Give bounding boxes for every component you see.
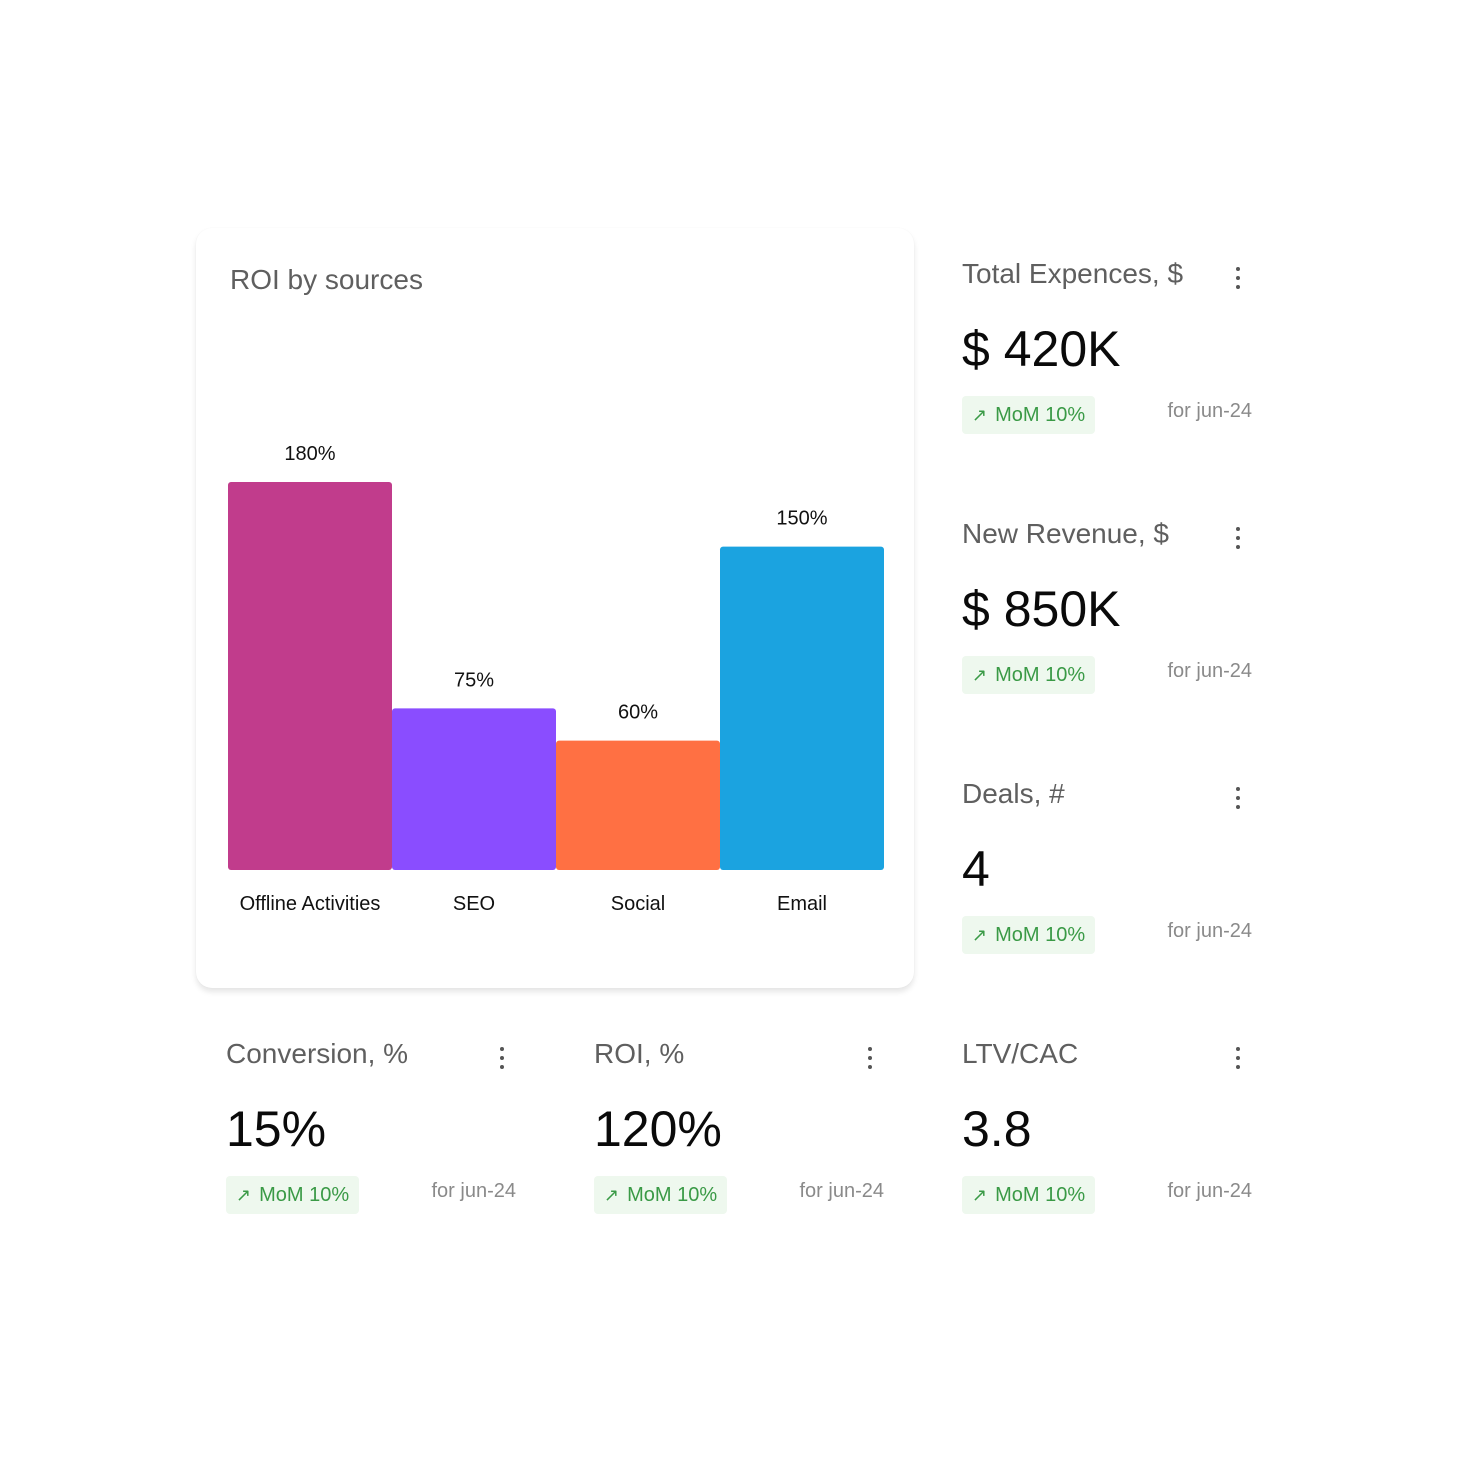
period-label: for jun-24 (1167, 1180, 1253, 1202)
period-label: for jun-24 (1167, 660, 1253, 682)
badge-label: MoM 10% (995, 1183, 1086, 1206)
metric-total-expences: Total Expences, $ $ 420K ↗ MoM 10% for j… (962, 258, 1252, 458)
more-vertical-icon[interactable] (492, 1044, 512, 1072)
mom-badge: ↗ MoM 10% (226, 1176, 360, 1214)
metric-value: $ 420K (962, 321, 1121, 377)
metric-value: 15% (226, 1101, 327, 1157)
metric-value: 120% (594, 1101, 722, 1157)
period-label: for jun-24 (799, 1180, 885, 1202)
roi-bar-chart: 180% Offline Activities 75% SEO 60% Social 150… (228, 443, 884, 915)
arrow-up-right-icon: ↗ (972, 1184, 988, 1205)
more-vertical-icon[interactable] (860, 1044, 880, 1072)
metric-title: New Revenue, $ (962, 518, 1170, 549)
period-label: for jun-24 (431, 1180, 517, 1202)
bar-social (556, 740, 720, 870)
badge-label: MoM 10% (995, 923, 1086, 946)
bar-seo (392, 708, 556, 870)
metric-value: 3.8 (962, 1101, 1032, 1157)
metric-roi: ROI, % 120% ↗ MoM 10% for jun-24 (594, 1038, 884, 1238)
arrow-up-right-icon: ↗ (972, 924, 988, 945)
bar-value-label: 180% (284, 443, 335, 465)
metric-title: LTV/CAC (962, 1038, 1079, 1069)
roi-chart-card: ROI by sources 180% Offline Activities 75%… (196, 228, 914, 988)
metric-ltv-cac: LTV/CAC 3.8 ↗ MoM 10% for jun-24 (962, 1038, 1252, 1238)
more-vertical-icon[interactable] (1228, 264, 1248, 292)
mom-badge: ↗ MoM 10% (594, 1176, 728, 1214)
mom-badge: ↗ MoM 10% (962, 656, 1096, 694)
bar-email (720, 546, 884, 870)
metric-title: ROI, % (594, 1038, 685, 1069)
more-vertical-icon[interactable] (1228, 524, 1248, 552)
metric-new-revenue: New Revenue, $ $ 850K ↗ MoM 10% for jun-… (962, 518, 1252, 718)
mom-badge: ↗ MoM 10% (962, 1176, 1096, 1214)
metric-title: Deals, # (962, 778, 1065, 809)
mom-badge: ↗ MoM 10% (962, 916, 1096, 954)
category-label: Offline Activities (240, 893, 381, 915)
metric-value: $ 850K (962, 581, 1121, 637)
category-label: Social (611, 893, 665, 915)
badge-label: MoM 10% (259, 1183, 350, 1206)
bar-value-label: 75% (454, 669, 494, 691)
period-label: for jun-24 (1167, 400, 1253, 422)
mom-badge: ↗ MoM 10% (962, 396, 1096, 434)
bar-offline-activities (228, 482, 392, 870)
arrow-up-right-icon: ↗ (972, 404, 988, 425)
more-vertical-icon[interactable] (1228, 1044, 1248, 1072)
metric-title: Conversion, % (226, 1038, 409, 1069)
chart-title: ROI by sources (230, 264, 423, 295)
category-label: SEO (453, 893, 495, 915)
more-vertical-icon[interactable] (1228, 784, 1248, 812)
bar-value-label: 150% (776, 508, 827, 530)
metric-value: 4 (962, 841, 990, 897)
category-label: Email (777, 893, 827, 915)
badge-label: MoM 10% (627, 1183, 718, 1206)
metric-title: Total Expences, $ (962, 258, 1184, 289)
bar-value-label: 60% (618, 702, 658, 724)
arrow-up-right-icon: ↗ (604, 1184, 620, 1205)
period-label: for jun-24 (1167, 920, 1253, 942)
arrow-up-right-icon: ↗ (972, 664, 988, 685)
badge-label: MoM 10% (995, 663, 1086, 686)
metric-conversion: Conversion, % 15% ↗ MoM 10% for jun-24 (226, 1038, 516, 1238)
arrow-up-right-icon: ↗ (236, 1184, 252, 1205)
metric-deals: Deals, # 4 ↗ MoM 10% for jun-24 (962, 778, 1252, 978)
badge-label: MoM 10% (995, 403, 1086, 426)
